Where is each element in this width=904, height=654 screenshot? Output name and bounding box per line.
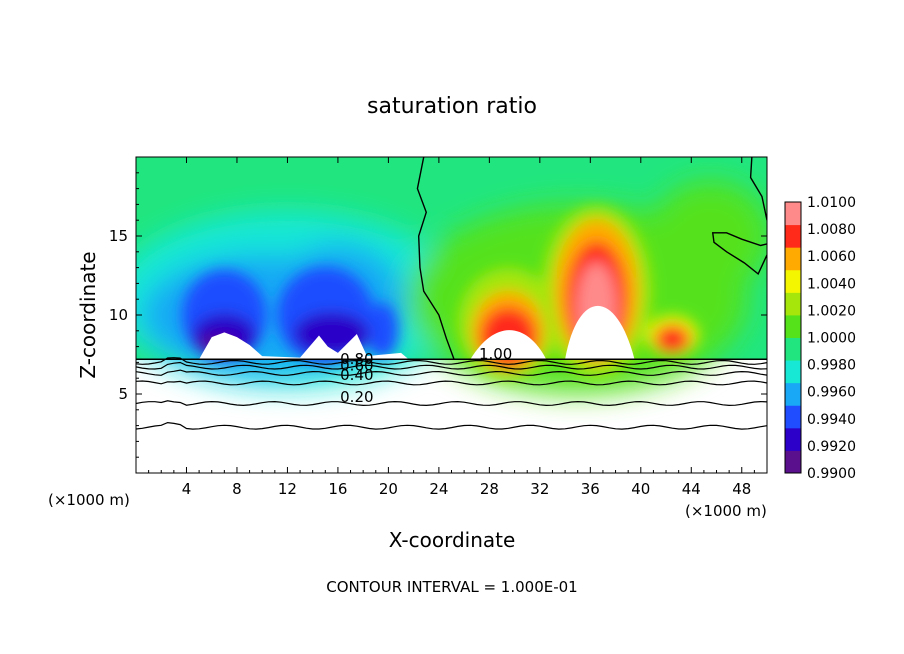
colorbar-swatch <box>785 360 801 384</box>
contour-line-0-9 <box>136 357 767 365</box>
colorbar-label: 1.0080 <box>807 222 856 238</box>
colorbar-label: 0.9940 <box>807 412 856 428</box>
contour-label-3: 0.40 <box>340 366 373 384</box>
colorbar-swatch <box>785 382 801 406</box>
contour-unity-right <box>711 232 767 276</box>
colorbar-swatch <box>785 450 801 474</box>
contour-label-1: 0.80 <box>340 350 373 368</box>
clear-pocket-mid <box>470 330 547 360</box>
contour-line-0-6 <box>136 369 767 376</box>
colorbar-label: 1.0020 <box>807 303 856 319</box>
colorbar-swatch <box>785 292 801 316</box>
colorbar-label: 1.0100 <box>807 195 856 211</box>
contour-line-0-8 <box>136 361 767 370</box>
contour-label-4: 0.20 <box>340 388 373 406</box>
contour-label-0: 1.00 <box>479 345 512 363</box>
colorbar-frame <box>784 201 802 474</box>
x-axis: 4 8 12 16 20 24 28 32 36 40 44 48 <box>148 157 755 498</box>
saturation-field <box>136 157 767 395</box>
colorbar-label: 1.0000 <box>807 331 856 347</box>
colorbar-swatch <box>785 202 801 226</box>
colorbar-label: 1.0040 <box>807 276 856 292</box>
colorbar: 0.9900 0.9920 0.9940 0.9960 0.9980 1.0000 1.00… <box>784 195 856 482</box>
x-tick-label: 44 <box>682 480 701 498</box>
clear-pocket-left <box>199 332 409 360</box>
x-tick-label: 24 <box>429 480 448 498</box>
colorbar-swatch <box>785 314 801 338</box>
colorbar-label: 0.9980 <box>807 358 856 374</box>
colorbar-swatch <box>785 247 801 271</box>
y-tick-label: 15 <box>109 227 128 245</box>
x-tick-label: 36 <box>581 480 600 498</box>
x-axis-label: X-coordinate <box>389 528 516 552</box>
contour-label-2: 0.60 <box>340 356 373 374</box>
colorbar-label: 0.9920 <box>807 439 856 455</box>
chart-title: saturation ratio <box>367 94 537 119</box>
contour-unity-top-right <box>749 157 767 221</box>
plot-field: 1.00 0.800.600.40 0.20 <box>136 157 767 473</box>
y-tick-label: 5 <box>118 385 128 403</box>
y-axis-label: Z-coordinate <box>76 251 100 378</box>
colorbar-swatch <box>785 337 801 361</box>
contour-line-0-4 <box>136 380 767 386</box>
colorbar-label: 0.9960 <box>807 385 856 401</box>
contour-line-0-1 <box>136 421 767 430</box>
x-axis-unit-left: (×1000 m) <box>48 491 130 509</box>
x-tick-label: 28 <box>480 480 499 498</box>
colorbar-swatch <box>785 269 801 293</box>
colorbar-swatch <box>785 224 801 248</box>
y-tick-label: 10 <box>109 306 128 324</box>
colorbar-swatch <box>785 427 801 451</box>
x-tick-label: 48 <box>732 480 751 498</box>
x-tick-label: 32 <box>530 480 549 498</box>
contour-unity-left <box>416 157 455 360</box>
contour-line-0-2 <box>136 400 767 407</box>
colorbar-swatch <box>785 405 801 429</box>
x-tick-label: 4 <box>182 480 192 498</box>
colorbar-label: 1.0060 <box>807 249 856 265</box>
x-tick-label: 40 <box>631 480 650 498</box>
clear-pocket-right <box>565 305 635 360</box>
x-tick-label: 8 <box>232 480 242 498</box>
contour-interval-note: CONTOUR INTERVAL = 1.000E-01 <box>326 578 577 596</box>
x-axis-unit-right: (×1000 m) <box>685 502 767 520</box>
x-tick-label: 20 <box>379 480 398 498</box>
x-tick-label: 12 <box>278 480 297 498</box>
x-tick-label: 16 <box>328 480 347 498</box>
colorbar-label: 0.9900 <box>807 466 856 482</box>
contour-lines: 1.00 0.800.600.40 0.20 <box>136 157 767 430</box>
y-axis: 5 10 15 <box>109 172 767 458</box>
